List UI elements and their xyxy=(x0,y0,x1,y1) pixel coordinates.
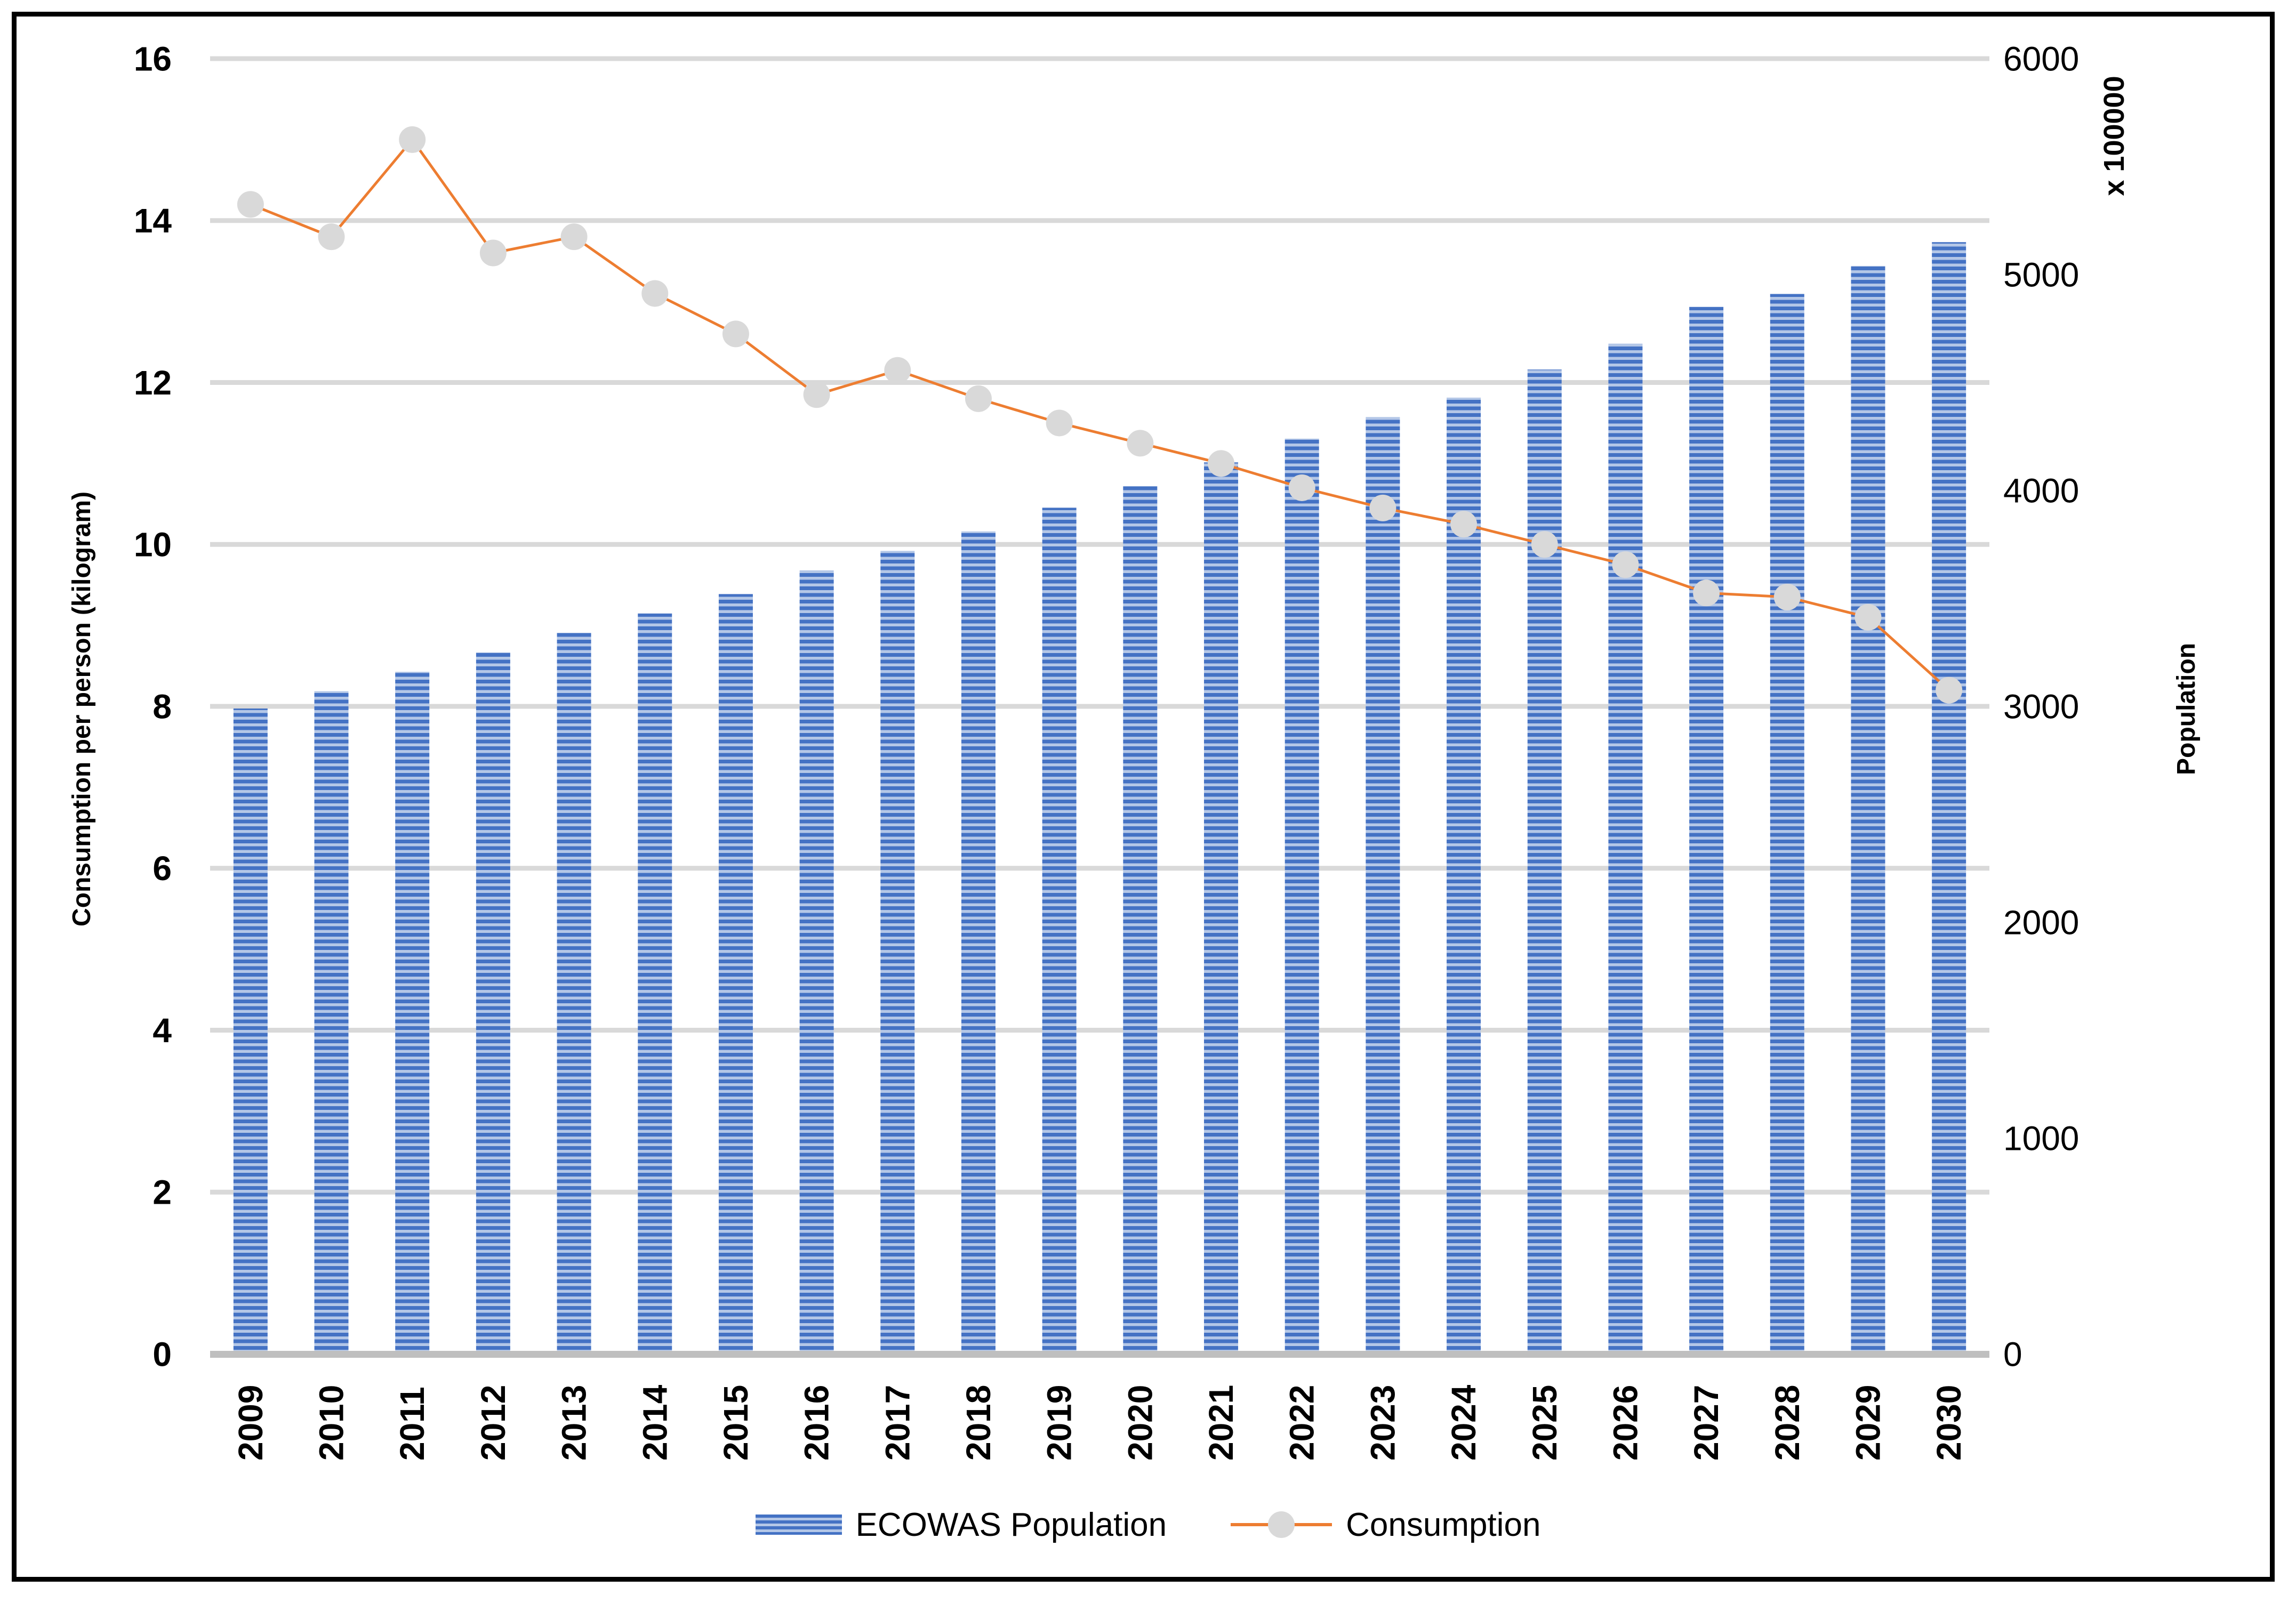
right-axis-tick: 1000 xyxy=(2003,1119,2079,1157)
bar-2019 xyxy=(1042,508,1077,1351)
left-axis-tick: 0 xyxy=(152,1335,172,1373)
right-axis-tick: 3000 xyxy=(2003,687,2079,726)
right-axis-tick: 2000 xyxy=(2003,903,2079,941)
marker-2011 xyxy=(399,126,426,153)
marker-2010 xyxy=(318,223,345,251)
x-axis-line xyxy=(210,1351,1989,1358)
marker-2027 xyxy=(1693,579,1720,607)
marker-2020 xyxy=(1127,430,1154,457)
marker-2012 xyxy=(479,239,507,267)
left-axis-tick: 12 xyxy=(134,364,172,402)
x-axis-label-2012: 2012 xyxy=(474,1385,512,1461)
marker-2017 xyxy=(884,357,911,384)
left-axis-tick: 4 xyxy=(152,1011,172,1050)
marker-2009 xyxy=(237,191,264,218)
x-axis-label-2028: 2028 xyxy=(1768,1385,1807,1461)
bar-2011 xyxy=(395,672,430,1351)
x-axis-label-2021: 2021 xyxy=(1202,1385,1240,1461)
bar-2020 xyxy=(1123,486,1158,1351)
bar-2027 xyxy=(1689,307,1724,1351)
bar-2022 xyxy=(1285,438,1319,1351)
marker-2018 xyxy=(965,385,992,412)
bar-2014 xyxy=(638,613,672,1351)
legend-item-consumption: Consumption xyxy=(1231,1506,1540,1544)
bar-series-swatch-icon xyxy=(755,1515,842,1535)
legend: ECOWAS Population Consumption xyxy=(0,1490,2296,1559)
right-axis-tick: 6000 xyxy=(2003,39,2079,78)
x-axis-label-2025: 2025 xyxy=(1526,1385,1564,1461)
marker-2014 xyxy=(641,280,669,307)
bar-2015 xyxy=(718,594,753,1351)
right-axis-units-label: x 100000 xyxy=(2098,76,2130,196)
bar-2029 xyxy=(1851,265,1885,1351)
bar-2028 xyxy=(1770,294,1804,1351)
left-axis-tick: 16 xyxy=(134,39,172,78)
left-axis-title: Consumption per person (kilogram) xyxy=(67,491,96,927)
bar-2018 xyxy=(961,531,996,1351)
x-axis-label-2013: 2013 xyxy=(555,1385,593,1461)
legend-label-population: ECOWAS Population xyxy=(855,1506,1167,1543)
bar-2009 xyxy=(233,708,268,1351)
bar-2024 xyxy=(1447,397,1481,1351)
bar-2026 xyxy=(1608,343,1643,1351)
x-axis-label-2022: 2022 xyxy=(1283,1385,1321,1461)
x-axis-label-2027: 2027 xyxy=(1687,1385,1725,1461)
marker-2015 xyxy=(722,320,749,348)
left-axis-tick: 6 xyxy=(152,849,172,888)
x-axis-label-2011: 2011 xyxy=(393,1387,431,1461)
x-axis-label-2030: 2030 xyxy=(1930,1385,1968,1461)
right-axis-tick: 0 xyxy=(2003,1335,2022,1373)
left-axis-tick: 10 xyxy=(134,526,172,564)
left-axis-tick: 14 xyxy=(134,202,172,240)
bar-2025 xyxy=(1527,369,1562,1351)
consumption-line xyxy=(250,137,1950,691)
line-series-swatch-icon xyxy=(1231,1510,1332,1540)
marker-2028 xyxy=(1773,583,1801,610)
marker-2023 xyxy=(1369,494,1396,521)
legend-item-population: ECOWAS Population xyxy=(755,1506,1167,1544)
bar-2012 xyxy=(476,652,510,1351)
marker-2029 xyxy=(1855,603,1882,631)
x-axis-label-2015: 2015 xyxy=(717,1385,755,1461)
bar-2016 xyxy=(799,570,834,1351)
marker-2013 xyxy=(560,223,588,251)
marker-2026 xyxy=(1612,551,1639,578)
right-axis-tick: 5000 xyxy=(2003,255,2079,294)
x-axis-label-2023: 2023 xyxy=(1363,1385,1402,1461)
bar-2030 xyxy=(1932,242,1966,1351)
legend-label-consumption: Consumption xyxy=(1346,1506,1541,1543)
figure-border xyxy=(12,12,2275,1582)
x-axis-label-2029: 2029 xyxy=(1849,1385,1887,1461)
x-axis-label-2016: 2016 xyxy=(798,1385,836,1461)
marker-2024 xyxy=(1450,511,1478,538)
marker-2025 xyxy=(1531,531,1558,558)
left-axis-tick: 8 xyxy=(152,687,172,726)
marker-2021 xyxy=(1208,450,1235,477)
right-axis-title: Population xyxy=(2172,643,2201,775)
bar-2021 xyxy=(1204,462,1239,1351)
bar-2010 xyxy=(314,691,349,1351)
marker-2019 xyxy=(1046,409,1073,437)
right-axis-tick: 4000 xyxy=(2003,471,2079,510)
x-axis-label-2020: 2020 xyxy=(1121,1385,1159,1461)
x-axis-label-2010: 2010 xyxy=(312,1385,351,1461)
marker-2030 xyxy=(1936,676,1963,704)
legend-marker-dot xyxy=(1268,1511,1295,1538)
x-axis-label-2009: 2009 xyxy=(231,1385,270,1461)
x-axis-label-2026: 2026 xyxy=(1606,1385,1644,1461)
left-axis-tick: 2 xyxy=(152,1173,172,1212)
x-axis-label-2014: 2014 xyxy=(636,1384,674,1461)
bar-2013 xyxy=(557,633,591,1351)
marker-2016 xyxy=(803,381,830,408)
x-axis-label-2024: 2024 xyxy=(1444,1384,1483,1461)
x-axis-label-2019: 2019 xyxy=(1040,1385,1079,1461)
x-axis-label-2018: 2018 xyxy=(959,1385,998,1461)
bar-2017 xyxy=(880,551,915,1351)
x-axis-label-2017: 2017 xyxy=(878,1385,917,1461)
marker-2022 xyxy=(1288,474,1315,501)
bar-2023 xyxy=(1366,417,1400,1351)
